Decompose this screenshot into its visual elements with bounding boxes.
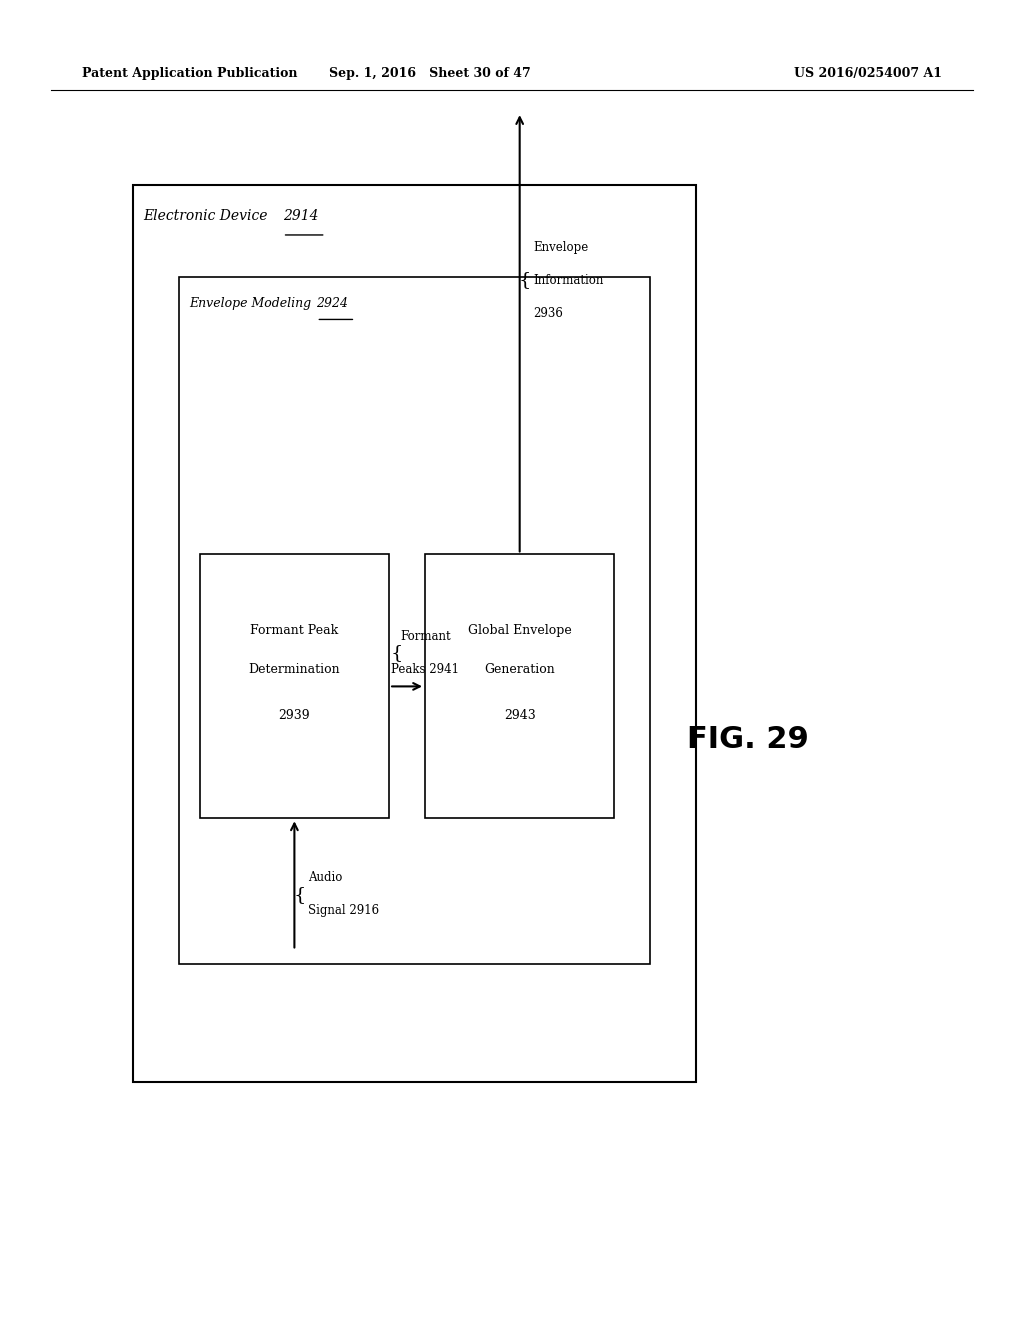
Text: 2943: 2943 (504, 709, 536, 722)
Text: Generation: Generation (484, 663, 555, 676)
Text: 2939: 2939 (279, 709, 310, 722)
Text: Patent Application Publication: Patent Application Publication (82, 67, 297, 81)
Text: {: { (293, 886, 306, 904)
FancyBboxPatch shape (133, 185, 696, 1082)
Text: Formant: Formant (400, 630, 451, 643)
Text: {: { (518, 272, 531, 289)
Text: Audio: Audio (307, 871, 342, 884)
Text: Envelope Modeling: Envelope Modeling (189, 297, 315, 310)
Text: Information: Information (532, 275, 603, 286)
Text: Electronic Device: Electronic Device (143, 209, 272, 223)
Text: FIG. 29: FIG. 29 (686, 725, 809, 754)
FancyBboxPatch shape (425, 554, 614, 818)
Text: Sep. 1, 2016   Sheet 30 of 47: Sep. 1, 2016 Sheet 30 of 47 (329, 67, 531, 81)
Text: 2924: 2924 (316, 297, 348, 310)
Text: 2914: 2914 (283, 209, 318, 223)
FancyBboxPatch shape (179, 277, 650, 964)
FancyBboxPatch shape (200, 554, 389, 818)
Text: Peaks 2941: Peaks 2941 (391, 663, 460, 676)
Text: Global Envelope: Global Envelope (468, 624, 571, 638)
Text: 2936: 2936 (532, 308, 563, 319)
Text: US 2016/0254007 A1: US 2016/0254007 A1 (794, 67, 942, 81)
Text: Determination: Determination (249, 663, 340, 676)
Text: Envelope: Envelope (532, 242, 588, 253)
Text: Signal 2916: Signal 2916 (307, 904, 379, 917)
Text: {: { (390, 644, 403, 663)
Text: Formant Peak: Formant Peak (250, 624, 339, 638)
